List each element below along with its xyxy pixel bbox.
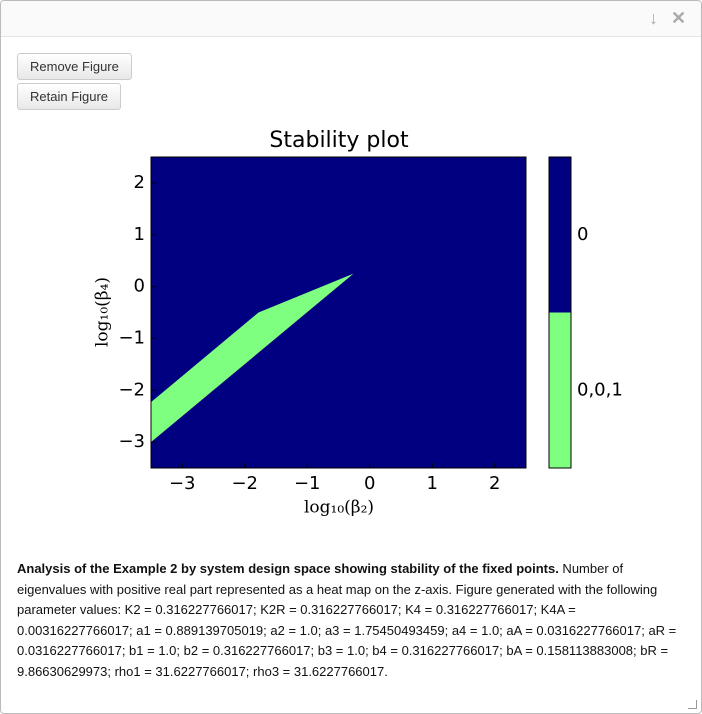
x-tick-label: −2 (231, 473, 258, 494)
y-tick-label: 0 (134, 276, 145, 297)
y-tick-label: −1 (118, 327, 145, 348)
x-axis-label: log₁₀(β₂) (304, 498, 374, 518)
chart: Stability plot log₁₀(β₂) log₁₀(β₄) 0 0,0,… (93, 128, 623, 518)
x-tick-label: 0 (364, 473, 375, 494)
caption-bold: Analysis of the Example 2 by system desi… (17, 561, 559, 576)
caption: Analysis of the Example 2 by system desi… (17, 559, 689, 682)
y-tick-label: −3 (118, 431, 145, 452)
close-icon[interactable]: ✕ (671, 8, 687, 28)
x-tick-label: 2 (489, 473, 500, 494)
plot-frame (150, 156, 527, 469)
y-tick-label: −2 (118, 379, 145, 400)
retain-figure-button[interactable]: Retain Figure (17, 83, 122, 110)
region-background (151, 157, 526, 468)
minimize-icon[interactable]: ↓ (649, 8, 658, 28)
colorbar-frame (548, 156, 572, 469)
y-tick-label: 2 (134, 172, 145, 193)
x-tick-label: −1 (294, 473, 321, 494)
x-tick-label: 1 (427, 473, 438, 494)
colorbar-segment (549, 312, 571, 468)
chart-title: Stability plot (269, 128, 409, 153)
y-tick-label: 1 (134, 224, 145, 245)
colorbar-label: 0 (577, 224, 588, 245)
y-axis-label: log₁₀(β₄) (93, 277, 113, 347)
remove-figure-button[interactable]: Remove Figure (17, 53, 132, 80)
title-bar: ↓ ✕ (1, 1, 701, 37)
colorbar-label: 0,0,1 (577, 379, 623, 400)
colorbar-segment (549, 157, 571, 313)
caption-text: Number of eigenvalues with positive real… (17, 561, 677, 679)
x-tick-label: −3 (169, 473, 196, 494)
resize-grip[interactable] (688, 700, 697, 709)
